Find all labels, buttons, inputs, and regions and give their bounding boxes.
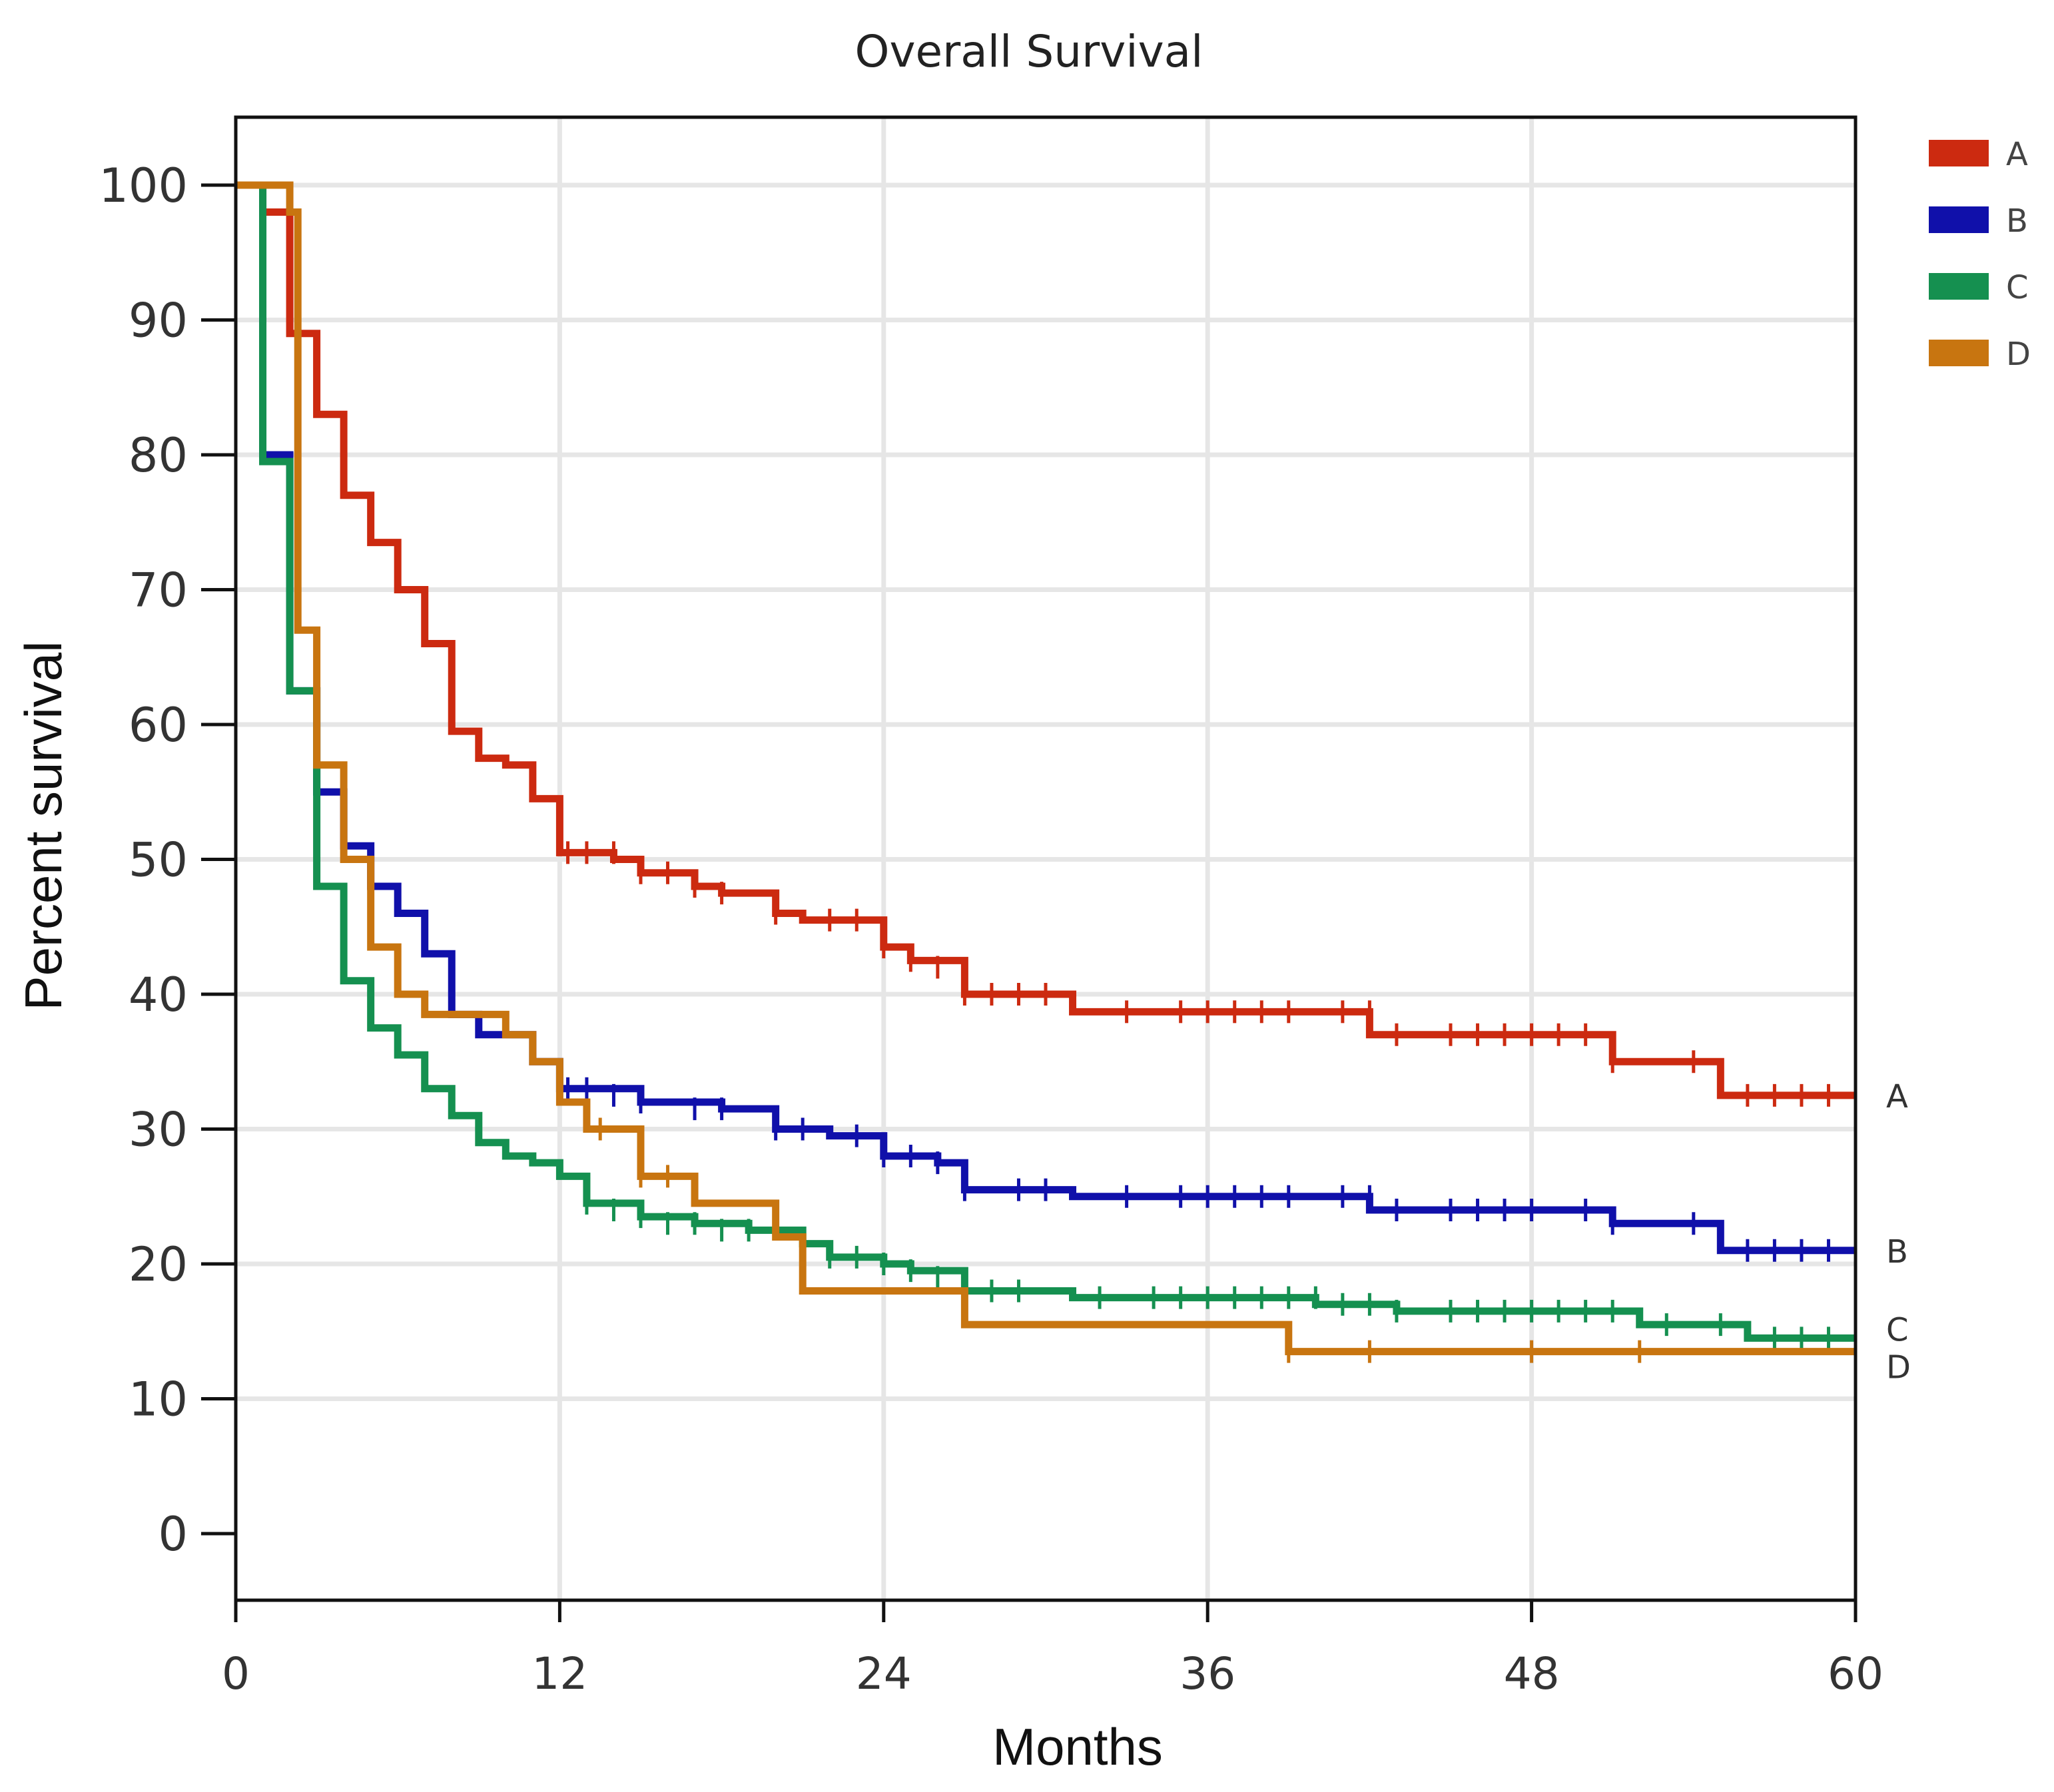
y-tick-label: 70 bbox=[129, 563, 188, 618]
x-tick-label: 60 bbox=[1828, 1648, 1883, 1699]
x-axis-label: Months bbox=[992, 1717, 1163, 1776]
x-tick-label: 0 bbox=[222, 1648, 250, 1699]
series-layer bbox=[236, 181, 1858, 1363]
y-tick-label: 40 bbox=[129, 968, 188, 1022]
x-axis: 0 12 24 36 48 60 bbox=[222, 1600, 1883, 1699]
y-tick-label: 50 bbox=[129, 833, 188, 888]
end-label-c: C bbox=[1886, 1311, 1909, 1348]
legend-swatch-d bbox=[1929, 340, 1989, 366]
x-tick-label: 36 bbox=[1180, 1648, 1235, 1699]
legend-swatch-c bbox=[1929, 273, 1989, 300]
y-tick-label: 30 bbox=[129, 1103, 188, 1157]
legend-label-b: B bbox=[2006, 202, 2028, 240]
legend-label-c: C bbox=[2006, 269, 2029, 306]
legend-label-d: D bbox=[2006, 336, 2031, 373]
x-tick-label: 48 bbox=[1504, 1648, 1560, 1699]
x-tick-label: 24 bbox=[856, 1648, 912, 1699]
y-tick-label: 60 bbox=[129, 698, 188, 752]
end-label-a: A bbox=[1886, 1078, 1908, 1115]
legend-swatch-b bbox=[1929, 206, 1989, 233]
legend-swatch-a bbox=[1929, 140, 1989, 166]
y-tick-label: 10 bbox=[129, 1372, 188, 1427]
y-tick-label: 90 bbox=[129, 294, 188, 348]
km-curve-d bbox=[236, 181, 1856, 1356]
end-labels: A B CD bbox=[1886, 1078, 1911, 1386]
x-tick-label: 12 bbox=[531, 1648, 587, 1699]
y-tick-label: 80 bbox=[129, 428, 188, 483]
y-axis-label: Percent survival bbox=[14, 641, 73, 1011]
end-label-b: B bbox=[1886, 1233, 1908, 1271]
gridlines bbox=[236, 117, 1856, 1600]
end-label-d: D bbox=[1886, 1349, 1911, 1386]
km-curve-b bbox=[236, 181, 1856, 1255]
legend-label-a: A bbox=[2006, 136, 2028, 173]
y-axis: 0 10 20 30 40 50 60 70 80 90 100 bbox=[99, 158, 236, 1562]
y-tick-label: 0 bbox=[158, 1507, 188, 1562]
y-tick-label: 20 bbox=[129, 1237, 188, 1292]
y-tick-label: 100 bbox=[99, 158, 188, 213]
chart-title: Overall Survival bbox=[855, 26, 1203, 77]
